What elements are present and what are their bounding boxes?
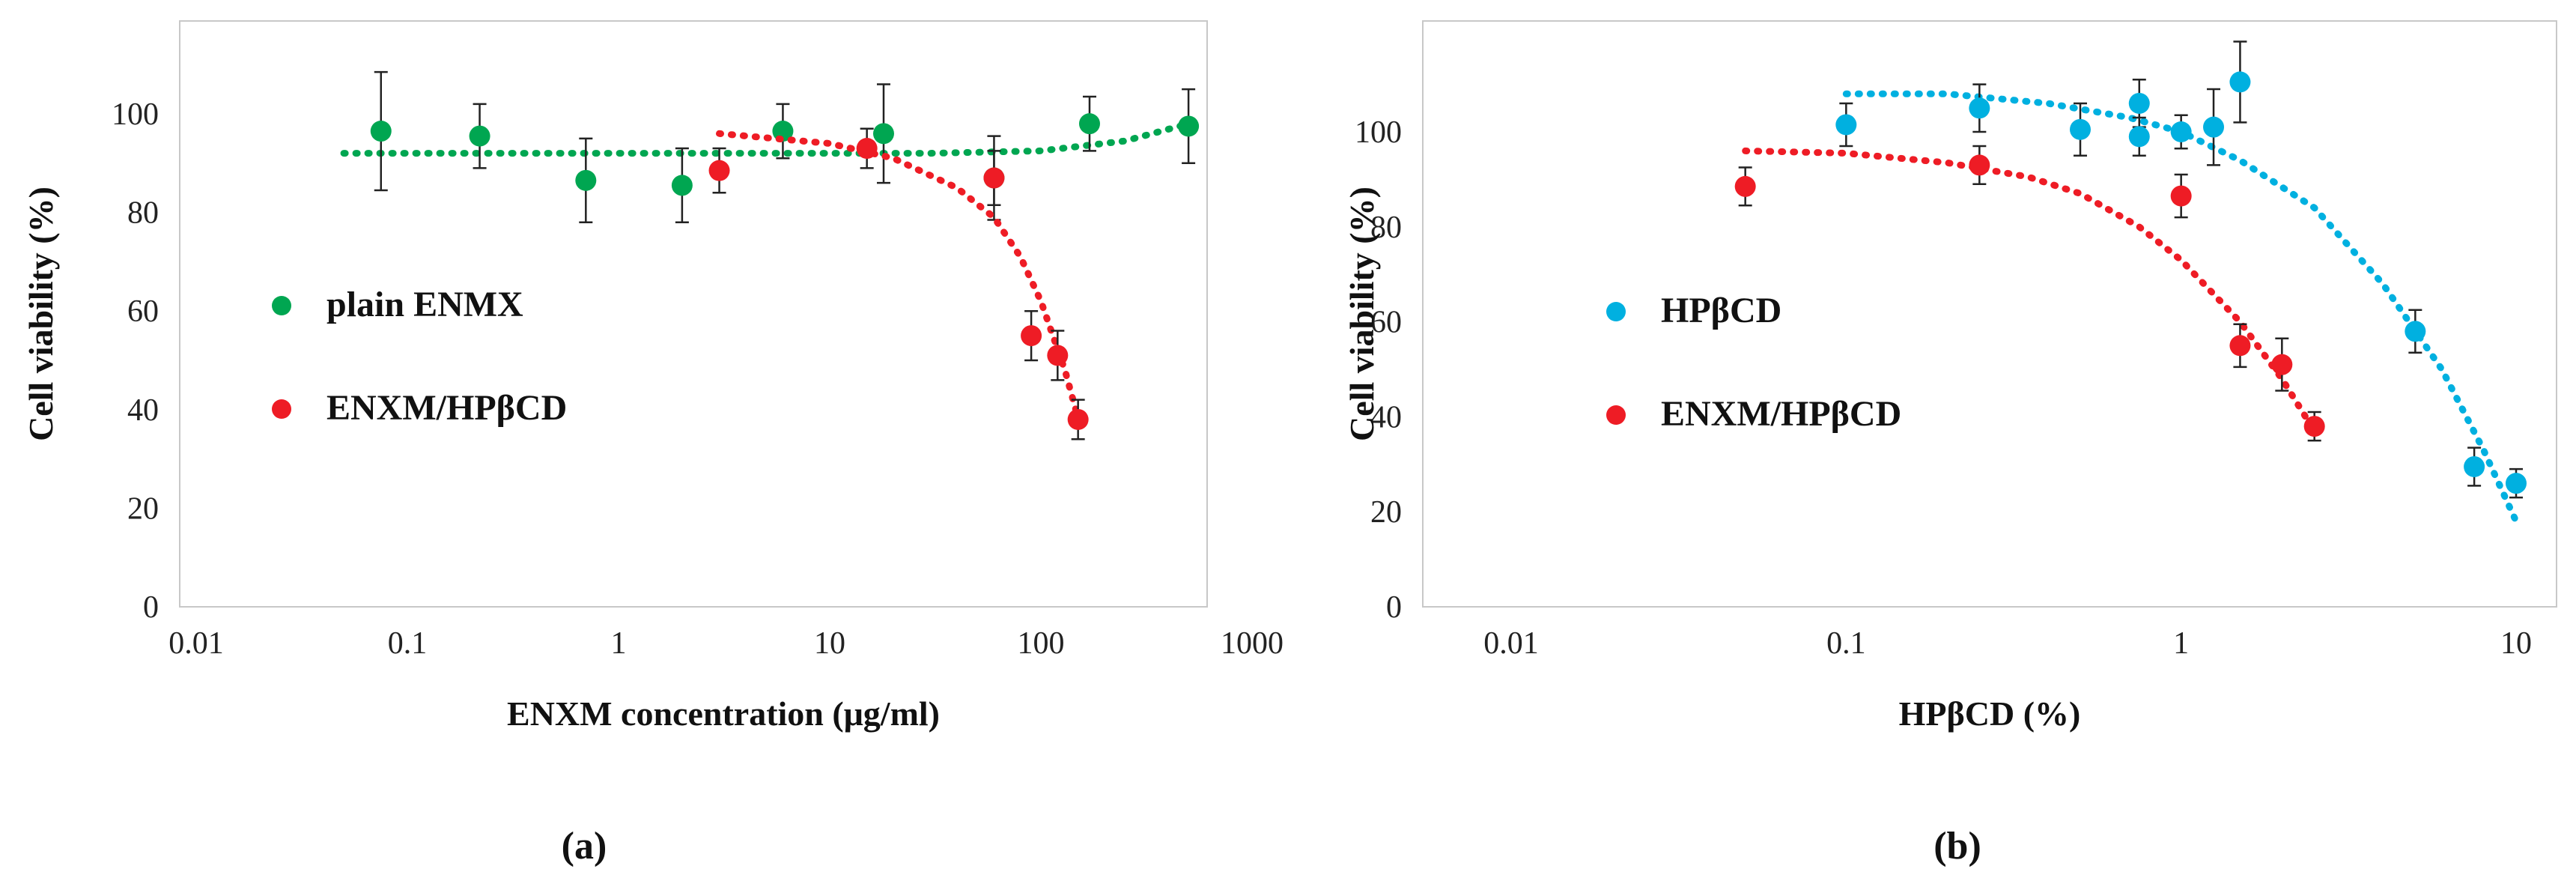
panel-b-series-2-point: [1734, 175, 1756, 197]
panel-b-x-tick-label: 0.01: [1483, 626, 1539, 661]
panel-a-series-2-point: [983, 167, 1005, 189]
panel-b-series-1-point: [2128, 126, 2150, 148]
panel-b-label: (b): [1933, 825, 1981, 868]
panel-a-x-tick-label: 1000: [1221, 626, 1284, 661]
panel-b-y-tick-label: 80: [1370, 211, 1402, 245]
panel-b-series-1-point: [2070, 118, 2092, 140]
panel-a-x-tick-label: 0.1: [388, 626, 428, 661]
panel-b-series-2-point: [2271, 354, 2293, 375]
panel-b-y-tick-label: 60: [1370, 306, 1402, 340]
panel-a-series-1-point: [1178, 115, 1200, 137]
panel-a-x-tick-label: 1: [611, 626, 627, 661]
chart-panel-b: 0 20 40 60 80 100 0.01 0.1 1 10 Cell viability (%)…: [1343, 20, 2557, 733]
panel-a-y-tick-label: 20: [127, 491, 159, 526]
panel-a-series-1-legend-label: plain ENMX: [326, 285, 523, 324]
panel-b-y-tick-label: 40: [1370, 400, 1402, 435]
panel-a-label: (a): [562, 825, 607, 868]
panel-b-series-1-trendline: [1842, 90, 2520, 525]
panel-b-series-2-trendline: [1742, 147, 2318, 435]
panel-a-plot-area: [179, 20, 1208, 608]
panel-a-series-2-point: [708, 160, 730, 181]
panel-a-series-2-point: [1067, 408, 1089, 430]
panel-a-x-tick-label: 10: [814, 626, 845, 661]
panel-b-series-1-point: [2405, 321, 2426, 342]
panel-b-series-1-point: [2229, 71, 2251, 93]
panel-b-y-axis-title: Cell viability (%): [1343, 187, 1381, 441]
panel-a-series-2-trendline: [716, 130, 1085, 433]
panel-a-x-axis-title: ENXM concentration (μg/ml): [507, 694, 940, 733]
panel-b-series-1-point: [1835, 114, 1857, 136]
panel-b-series-1-legend-label: HPβCD: [1661, 291, 1781, 330]
panel-a-x-tick-label: 100: [1018, 626, 1065, 661]
panel-a-series-2-point: [1047, 345, 1069, 366]
panel-b-x-tick-label: 0.1: [1826, 626, 1866, 661]
panel-a-series-1-trendline: [340, 120, 1192, 157]
panel-a-series-2-point: [856, 138, 878, 160]
panel-b-x-tick-label: 10: [2500, 626, 2532, 661]
panel-b-y-tick-label: 20: [1370, 495, 1402, 530]
panel-b-series-2-point: [2229, 335, 2251, 357]
panel-a-y-axis-title: Cell viability (%): [22, 187, 60, 441]
panel-b-series-1-legend-marker: [1606, 302, 1626, 321]
panel-a-series-2-point: [1021, 325, 1042, 347]
panel-b-plot-area: [1422, 20, 2557, 608]
panel-b-series-1-point: [2170, 121, 2192, 142]
panel-a-y-tick-label: 60: [127, 294, 159, 329]
panel-a-y-tick-label: 80: [127, 196, 159, 231]
panel-b-x-tick-label: 1: [2173, 626, 2189, 661]
panel-b-series-1-point: [2128, 92, 2150, 114]
panel-b-series-1-point: [2203, 116, 2225, 138]
panel-b-series-2-legend-label: ENXM/HPβCD: [1661, 394, 1901, 434]
panel-a-series-2-legend-label: ENXM/HPβCD: [326, 388, 567, 428]
panel-a-y-tick-label: 0: [143, 590, 159, 625]
panel-a-series-1-point: [575, 169, 597, 191]
panel-b-x-axis-title: HPβCD (%): [1899, 694, 2081, 733]
panel-b-series-2-point: [1969, 154, 1990, 176]
panel-b-series-1-point: [2464, 455, 2485, 477]
chart-panel-a: 0 20 40 60 80 100 0.01 0.1 1 10 100 1000 Cell viabil…: [22, 20, 1284, 733]
panel-b-series-1-point: [2506, 473, 2527, 494]
panel-b-series-2-legend-marker: [1606, 405, 1626, 425]
panel-a-y-tick-label: 100: [112, 97, 159, 132]
panel-a-series-1-point: [1078, 113, 1100, 135]
panel-b-y-tick-label: 100: [1355, 115, 1402, 150]
panel-a-series-1-point: [872, 123, 894, 145]
panel-a-series-1-legend-marker: [272, 296, 291, 315]
panel-b-y-tick-label: 0: [1386, 590, 1402, 625]
panel-b-series-2-point: [2170, 185, 2192, 207]
panel-b-series-2-point: [2303, 416, 2325, 438]
panel-a-y-tick-label: 40: [127, 393, 159, 428]
panel-a-x-tick-label: 0.01: [168, 626, 224, 661]
panel-b-series-1-point: [1969, 97, 1990, 119]
panel-a-series-1-point: [370, 121, 392, 142]
panel-a-series-1-point: [469, 125, 490, 147]
panel-a-series-2-legend-marker: [272, 399, 291, 419]
panel-a-series-1-point: [671, 175, 693, 196]
